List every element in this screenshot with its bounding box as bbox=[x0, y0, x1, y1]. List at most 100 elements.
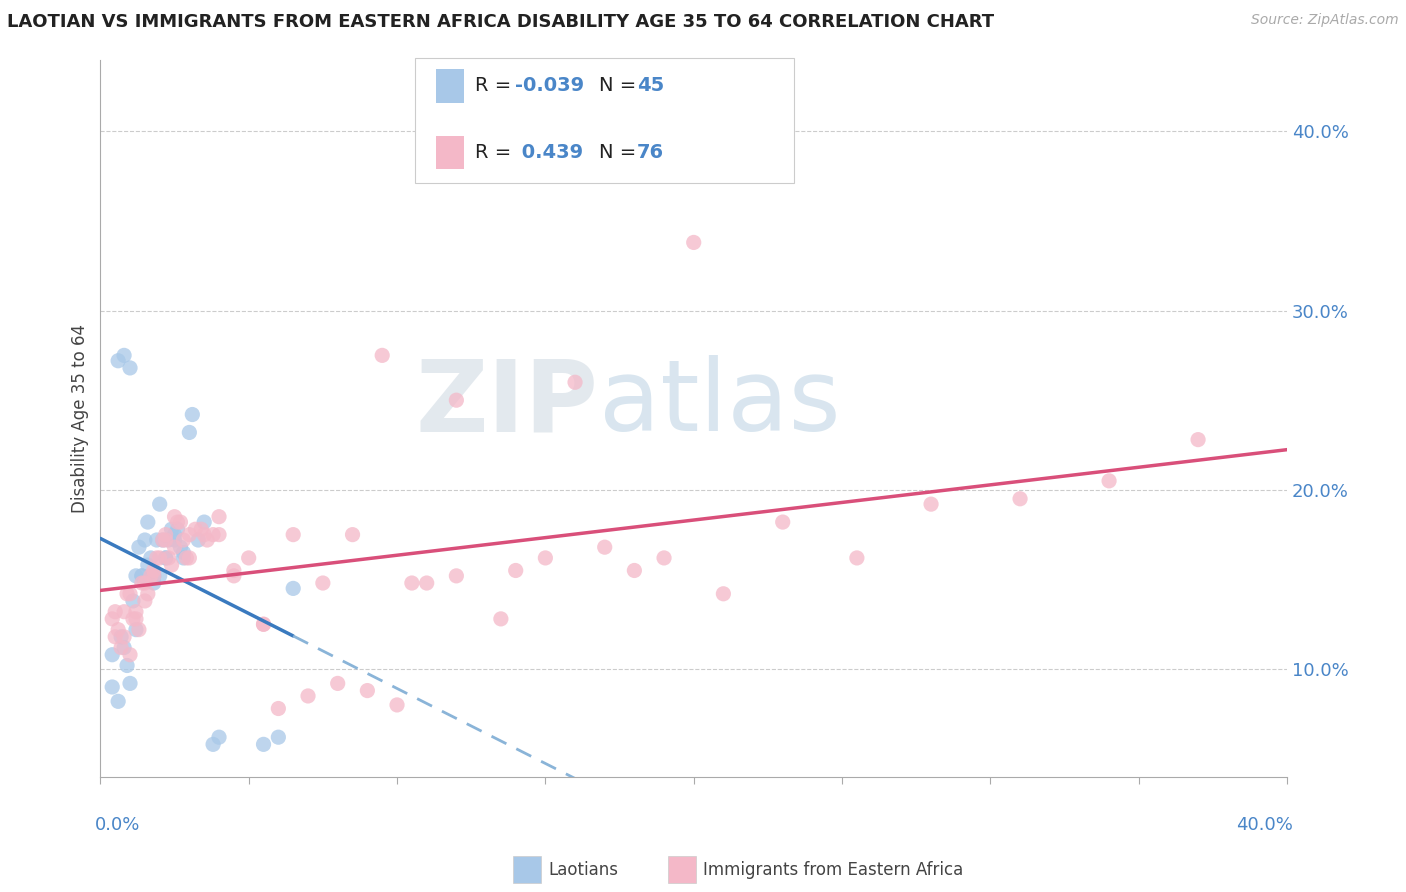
Point bbox=[711, 587, 734, 601]
Point bbox=[139, 569, 162, 583]
Point bbox=[104, 605, 127, 619]
Point bbox=[190, 522, 212, 536]
Point bbox=[112, 348, 135, 362]
Text: ZIP: ZIP bbox=[416, 355, 599, 452]
Point bbox=[134, 533, 156, 547]
Point bbox=[115, 587, 138, 601]
Point bbox=[534, 550, 557, 565]
Point bbox=[122, 612, 145, 626]
Point bbox=[1098, 474, 1121, 488]
Point bbox=[149, 497, 172, 511]
Point bbox=[415, 576, 437, 591]
Point bbox=[169, 515, 191, 529]
Point bbox=[181, 408, 204, 422]
Point bbox=[195, 533, 218, 547]
Point bbox=[505, 564, 527, 578]
Point bbox=[142, 569, 165, 583]
Point bbox=[163, 527, 186, 541]
Point bbox=[446, 569, 468, 583]
Point bbox=[845, 550, 868, 565]
Text: R =: R = bbox=[475, 76, 517, 95]
Point bbox=[152, 533, 174, 547]
Point bbox=[155, 533, 177, 547]
Text: -0.039: -0.039 bbox=[515, 76, 583, 95]
Point bbox=[179, 550, 201, 565]
Point bbox=[125, 623, 148, 637]
Point bbox=[184, 522, 207, 536]
Point bbox=[172, 533, 194, 547]
Text: R =: R = bbox=[475, 143, 517, 162]
Point bbox=[134, 576, 156, 591]
Point bbox=[283, 582, 305, 596]
Point bbox=[128, 540, 150, 554]
Point bbox=[134, 594, 156, 608]
Point bbox=[163, 540, 186, 554]
Text: N =: N = bbox=[599, 143, 643, 162]
Point bbox=[149, 569, 172, 583]
Point bbox=[118, 648, 141, 662]
Point bbox=[142, 576, 165, 591]
Text: 0.439: 0.439 bbox=[515, 143, 582, 162]
Point bbox=[179, 425, 201, 440]
Point bbox=[193, 527, 215, 541]
Point bbox=[139, 550, 162, 565]
Point bbox=[682, 235, 704, 250]
Point bbox=[208, 527, 231, 541]
Point bbox=[152, 533, 174, 547]
Point bbox=[110, 640, 132, 655]
Point bbox=[1010, 491, 1032, 506]
Point bbox=[172, 545, 194, 559]
Point bbox=[312, 576, 335, 591]
Point bbox=[208, 730, 231, 744]
Point bbox=[101, 680, 124, 694]
Point bbox=[112, 640, 135, 655]
Y-axis label: Disability Age 35 to 64: Disability Age 35 to 64 bbox=[72, 324, 89, 513]
Point bbox=[489, 612, 512, 626]
Point bbox=[342, 527, 364, 541]
Text: Source: ZipAtlas.com: Source: ZipAtlas.com bbox=[1251, 13, 1399, 28]
Point bbox=[131, 569, 153, 583]
Point bbox=[110, 630, 132, 644]
Text: atlas: atlas bbox=[599, 355, 841, 452]
Text: 40.0%: 40.0% bbox=[1236, 816, 1294, 834]
Point bbox=[297, 689, 319, 703]
Point bbox=[176, 550, 198, 565]
Point bbox=[920, 497, 942, 511]
Point bbox=[283, 527, 305, 541]
Point bbox=[112, 605, 135, 619]
Point bbox=[252, 617, 274, 632]
Text: 76: 76 bbox=[637, 143, 664, 162]
Point bbox=[142, 564, 165, 578]
Point bbox=[163, 533, 186, 547]
Point bbox=[145, 533, 167, 547]
Text: LAOTIAN VS IMMIGRANTS FROM EASTERN AFRICA DISABILITY AGE 35 TO 64 CORRELATION CH: LAOTIAN VS IMMIGRANTS FROM EASTERN AFRIC… bbox=[7, 13, 994, 31]
Point bbox=[149, 550, 172, 565]
Point bbox=[267, 701, 290, 715]
Point bbox=[163, 509, 186, 524]
Point bbox=[136, 587, 159, 601]
Point bbox=[125, 605, 148, 619]
Point bbox=[157, 533, 180, 547]
Point bbox=[101, 612, 124, 626]
Point bbox=[145, 550, 167, 565]
Point bbox=[267, 730, 290, 744]
Point bbox=[107, 353, 129, 368]
Point bbox=[252, 617, 274, 632]
Point bbox=[142, 569, 165, 583]
Point bbox=[652, 550, 675, 565]
Point bbox=[131, 569, 153, 583]
Point bbox=[172, 550, 194, 565]
Text: 45: 45 bbox=[637, 76, 664, 95]
Point bbox=[222, 564, 245, 578]
Point bbox=[564, 376, 586, 390]
Point bbox=[118, 587, 141, 601]
Point bbox=[128, 623, 150, 637]
Point bbox=[125, 569, 148, 583]
Point bbox=[107, 694, 129, 708]
Point bbox=[104, 630, 127, 644]
Point bbox=[1187, 433, 1209, 447]
Point bbox=[160, 558, 183, 573]
Point bbox=[118, 676, 141, 690]
Point bbox=[222, 569, 245, 583]
Point bbox=[623, 564, 645, 578]
